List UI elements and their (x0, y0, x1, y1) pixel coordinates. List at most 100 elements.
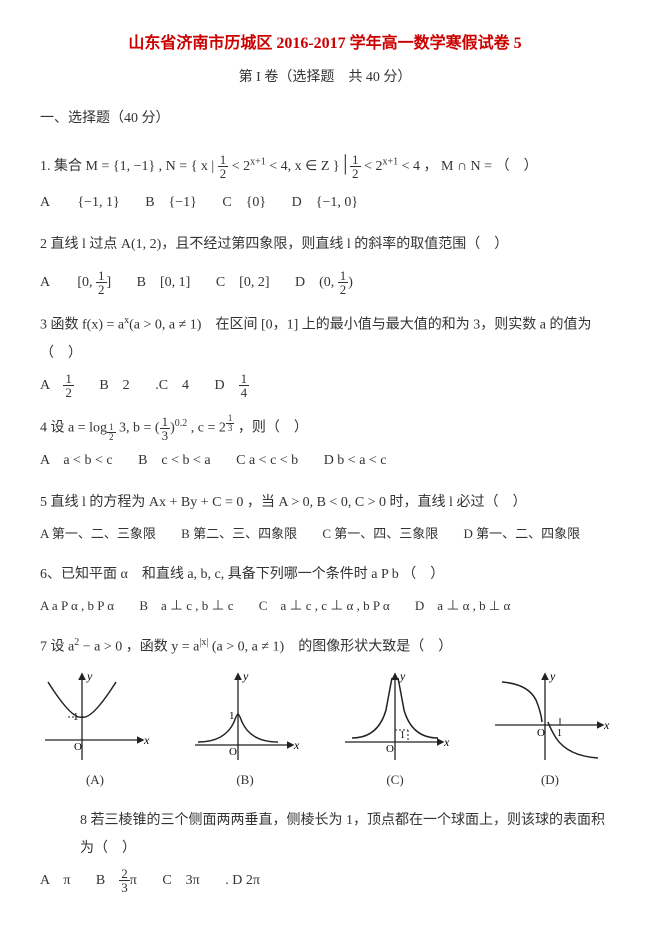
p8-d: . D 2π (225, 867, 260, 895)
p2-stem: 2 直线 l 过点 A(1, 2)，且不经过第四象限，则直线 l 的斜率的取值范… (40, 231, 610, 259)
p6-stem: 6、已知平面 α 和直线 a, b, c, 具备下列哪一个条件时 a P b （… (40, 561, 610, 589)
p8-bd: 3 (119, 881, 130, 894)
svg-text:O: O (229, 746, 237, 758)
p7-s2: − a > 0 ，函数 y = a (83, 640, 200, 655)
svg-text:x: x (443, 735, 450, 749)
section-heading: 一、选择题（40 分） (40, 106, 610, 131)
svg-text:x: x (293, 738, 300, 752)
p4-a: A a < b < c (40, 447, 113, 475)
p1-opt-b: B {−1} (145, 189, 197, 217)
p8-b: B 23π (96, 867, 137, 895)
p3-d1: D (215, 378, 239, 393)
svg-text:1: 1 (557, 728, 562, 739)
p4-d: D b < a < c (324, 447, 387, 475)
p3-a1: A (40, 378, 63, 393)
p1-opt-c: C {0} (222, 189, 266, 217)
svg-text:y: y (549, 670, 556, 683)
graph-d: x y O 1 (D) (490, 670, 610, 793)
p4-s1: 4 设 a = log (40, 420, 107, 435)
p4-e2d: 3 (226, 424, 235, 433)
p8-b1: B (96, 873, 119, 888)
p2-d1: D (0, (295, 275, 338, 290)
p5-d: D 第一、二、四象限 (464, 521, 581, 547)
p8-bn: 2 (119, 867, 130, 881)
problem-2: 2 直线 l 过点 A(1, 2)，且不经过第四象限，则直线 l 的斜率的取值范… (40, 231, 610, 297)
svg-text:y: y (86, 670, 93, 683)
graph-c-label: (C) (340, 767, 450, 793)
p2-opt-a: A [0, 12] (40, 269, 111, 297)
p4-s4: , c = 2 (191, 420, 226, 435)
p3-qd: 4 (239, 386, 250, 399)
p1-mid1: < 2 (232, 159, 250, 174)
p1-mid4: < 4 (402, 159, 420, 174)
p6-d: D a ⊥ α , b ⊥ α (415, 593, 510, 619)
p7-graphs: x y O 1 (A) x y O 1 (B) (40, 670, 610, 793)
svg-text:O: O (537, 727, 545, 739)
svg-text:1: 1 (400, 730, 405, 741)
p7-s3: (a > 0, a ≠ 1) 的图像形状大致是（ ） (212, 640, 452, 655)
p1-num: 1. (40, 159, 51, 174)
p3-qn: 1 (239, 372, 250, 386)
svg-text:x: x (603, 718, 610, 732)
p8-b2: π (130, 873, 137, 888)
p1-bar: | (343, 150, 346, 175)
p3-hd: 2 (63, 386, 74, 399)
p4-b: B c < b < a (138, 447, 211, 475)
svg-text:O: O (386, 743, 394, 755)
p1-frac-den: 2 (218, 167, 229, 180)
p4-e1: 0.2 (175, 418, 188, 429)
graph-d-label: (D) (490, 767, 610, 793)
p2-hn2: 1 (338, 269, 349, 283)
p7-e1: 2 (74, 637, 79, 648)
graph-c: x y O 1 (C) (340, 670, 450, 793)
problem-1: 1. 集合 M = {1, −1} , N = { x | 1 2 < 2x+1… (40, 141, 610, 217)
p1-opt-a: A {−1, 1} (40, 189, 120, 217)
p1-mid3: < 2 (364, 159, 382, 174)
p1-stem2: ， M ∩ N = （ ） (424, 159, 538, 174)
p1-frac-num2: 1 (350, 153, 361, 167)
p4-s5: ，则（ ） (238, 420, 308, 435)
p2-a1: A [0, (40, 275, 96, 290)
p1-exp1: x+1 (250, 157, 266, 168)
svg-text:x: x (143, 733, 150, 747)
p7-e2: |x| (199, 637, 208, 648)
p2-opt-d: D (0, 12) (295, 269, 353, 297)
p3-c: .C 4 (155, 372, 189, 400)
p1-opt-d: D {−1, 0} (292, 189, 358, 217)
p1-stem1: 集合 M = {1, −1} , N = (54, 159, 191, 174)
page-subtitle: 第 I 卷（选择题 共 40 分） (40, 65, 610, 90)
p7-s1: 7 设 a (40, 640, 74, 655)
p2-opt-c: C [0, 2] (216, 269, 270, 297)
p4-fd: 3 (160, 429, 171, 442)
p5-b: B 第二、三、四象限 (181, 521, 297, 547)
p3-d: D 14 (215, 372, 250, 400)
p5-a: A 第一、二、三象限 (40, 521, 156, 547)
graph-a-label: (A) (40, 767, 150, 793)
svg-text:y: y (242, 670, 249, 683)
p4-s2: 3, b = ( (119, 420, 160, 435)
p2-opt-b: B [0, 1] (137, 269, 191, 297)
problem-5: 5 直线 l 的方程为 Ax + By + C = 0 ，当 A > 0, B … (40, 489, 610, 547)
graph-a: x y O 1 (A) (40, 670, 150, 793)
p2-d2: ) (348, 275, 353, 290)
svg-text:1: 1 (229, 710, 235, 722)
p1-set-left: { x | (191, 159, 215, 174)
problem-3: 3 函数 f(x) = ax(a > 0, a ≠ 1) 在区间 [0，1] 上… (40, 311, 610, 400)
problem-4: 4 设 a = log12 3, b = (13)0.2 , c = 213 ，… (40, 414, 610, 475)
p3-s1: 3 函数 f(x) = a (40, 318, 124, 333)
p4-c: C a < c < b (236, 447, 298, 475)
p3-a: A 12 (40, 372, 74, 400)
problem-8: 8 若三棱锥的三个侧面两两垂直，侧棱长为 1，顶点都在一个球面上，则该球的表面积… (80, 807, 610, 895)
p2-hd2: 2 (338, 283, 349, 296)
problem-6: 6、已知平面 α 和直线 a, b, c, 具备下列哪一个条件时 a P b （… (40, 561, 610, 619)
p5-c: C 第一、四、三象限 (322, 521, 438, 547)
p3-hn: 1 (63, 372, 74, 386)
p1-frac-num: 1 (218, 153, 229, 167)
graph-b: x y O 1 (B) (190, 670, 300, 793)
svg-text:y: y (399, 670, 406, 683)
p2-hd: 2 (96, 283, 107, 296)
p8-a: A π (40, 867, 70, 895)
p2-a2: ] (107, 275, 112, 290)
p1-frac-den2: 2 (350, 167, 361, 180)
p1-exp2: x+1 (382, 157, 398, 168)
